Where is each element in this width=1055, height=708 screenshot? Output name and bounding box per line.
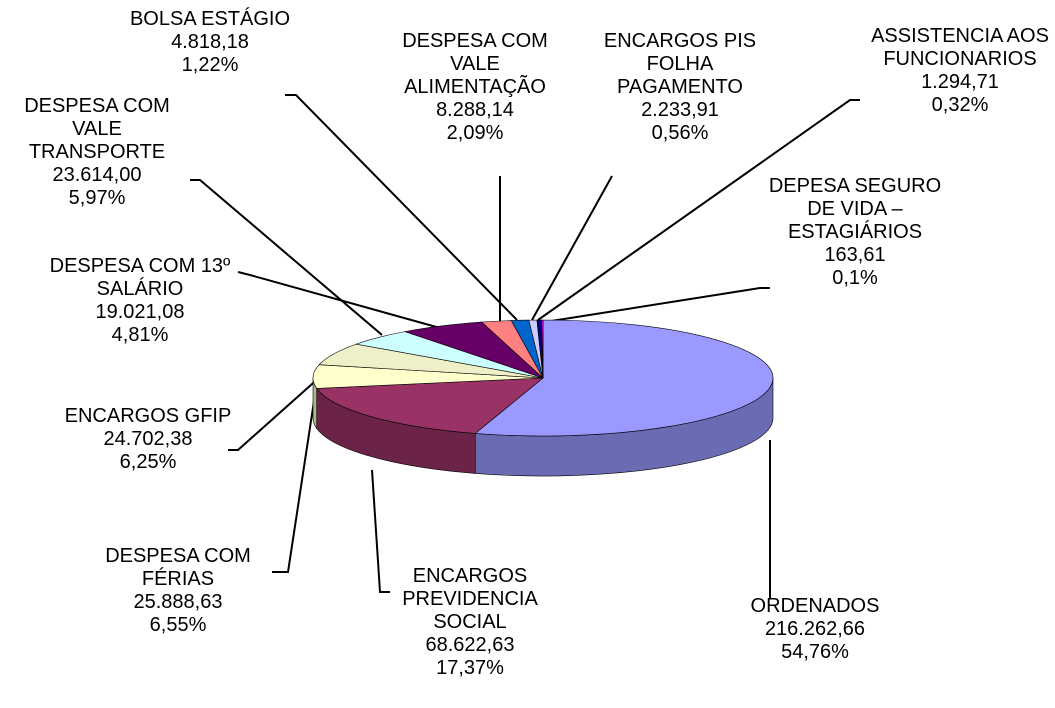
percent-label: 4,81% xyxy=(111,324,169,346)
category-label: DEPESA SEGURO DE VIDA – ESTAGIÁRIOS xyxy=(768,175,942,243)
percent-label: 1,22% xyxy=(181,54,239,76)
leader-line xyxy=(371,469,390,593)
amount-label: 4.818,18 xyxy=(171,31,249,53)
slice-label: ORDENADOS 216.262,66 54,76% xyxy=(715,595,915,664)
category-label: DESPESA COM VALE TRANSPORTE xyxy=(24,95,170,163)
leader-line xyxy=(272,387,317,573)
leader-line xyxy=(237,271,441,329)
amount-label: 24.702,38 xyxy=(103,428,193,450)
slice-label: DEPESA SEGURO DE VIDA – ESTAGIÁRIOS 163,6… xyxy=(765,175,945,290)
slice-label: ASSISTENCIA AOS FUNCIONARIOS 1.294,71 0,32… xyxy=(865,25,1055,117)
leader-line xyxy=(544,287,770,323)
slice-label: DESPESA COM 13º SALÁRIO 19.021,08 4,81% xyxy=(40,255,240,347)
percent-label: 6,25% xyxy=(119,451,177,473)
slice xyxy=(541,319,544,379)
amount-label: 2.233,91 xyxy=(641,99,719,121)
leader-line xyxy=(228,367,331,451)
percent-label: 5,97% xyxy=(68,187,126,209)
slice-label: DESPESA COM VALE TRANSPORTE 23.614,00 5,97… xyxy=(2,95,192,210)
category-label: ENCARGOS PIS FOLHA PAGAMENTO xyxy=(603,30,757,98)
percent-label: 54,76% xyxy=(781,641,849,663)
leader-line xyxy=(537,99,860,321)
category-label: ENCARGOS GFIP xyxy=(64,405,232,427)
category-label: BOLSA ESTÁGIO xyxy=(129,8,291,30)
slice-label: ENCARGOS GFIP 24.702,38 6,25% xyxy=(63,405,233,474)
amount-label: 216.262,66 xyxy=(764,618,866,640)
leader-line xyxy=(531,175,613,321)
amount-label: 1.294,71 xyxy=(921,71,999,93)
slice-label: DESPESA COM FÉRIAS 25.888,63 6,55% xyxy=(78,545,278,637)
slice-label: BOLSA ESTÁGIO 4.818,18 1,22% xyxy=(110,8,310,77)
amount-label: 25.888,63 xyxy=(133,591,223,613)
slice-label: ENCARGOS PIS FOLHA PAGAMENTO 2.233,91 0,56… xyxy=(595,30,765,145)
slice-label: ENCARGOS PREVIDENCIA SOCIAL 68.622,63 17,3… xyxy=(375,565,565,680)
category-label: ASSISTENCIA AOS FUNCIONARIOS xyxy=(871,25,1049,70)
pie-tops xyxy=(312,319,774,437)
amount-label: 23.614,00 xyxy=(52,164,142,186)
slice-label: DESPESA COM VALE ALIMENTAÇÃO 8.288,14 2,09… xyxy=(390,30,560,145)
category-label: DESPESA COM FÉRIAS xyxy=(105,545,251,590)
slice xyxy=(474,319,774,437)
slice xyxy=(316,377,544,434)
percent-label: 6,55% xyxy=(149,614,207,636)
percent-label: 0,56% xyxy=(651,122,709,144)
amount-label: 163,61 xyxy=(824,244,886,266)
percent-label: 2,09% xyxy=(446,122,504,144)
category-label: DESPESA COM 13º SALÁRIO xyxy=(49,255,231,300)
leader-line xyxy=(285,94,518,321)
category-label: ENCARGOS PREVIDENCIA SOCIAL xyxy=(402,565,538,633)
leader-line xyxy=(190,179,383,336)
percent-label: 17,37% xyxy=(436,657,504,679)
amount-label: 19.021,08 xyxy=(95,301,185,323)
amount-label: 8.288,14 xyxy=(436,99,514,121)
amount-label: 68.622,63 xyxy=(425,634,515,656)
leader-lines xyxy=(190,94,860,598)
percent-label: 0,32% xyxy=(931,94,989,116)
category-label: ORDENADOS xyxy=(750,595,880,617)
category-label: DESPESA COM VALE ALIMENTAÇÃO xyxy=(402,30,548,98)
percent-label: 0,1% xyxy=(832,267,878,289)
